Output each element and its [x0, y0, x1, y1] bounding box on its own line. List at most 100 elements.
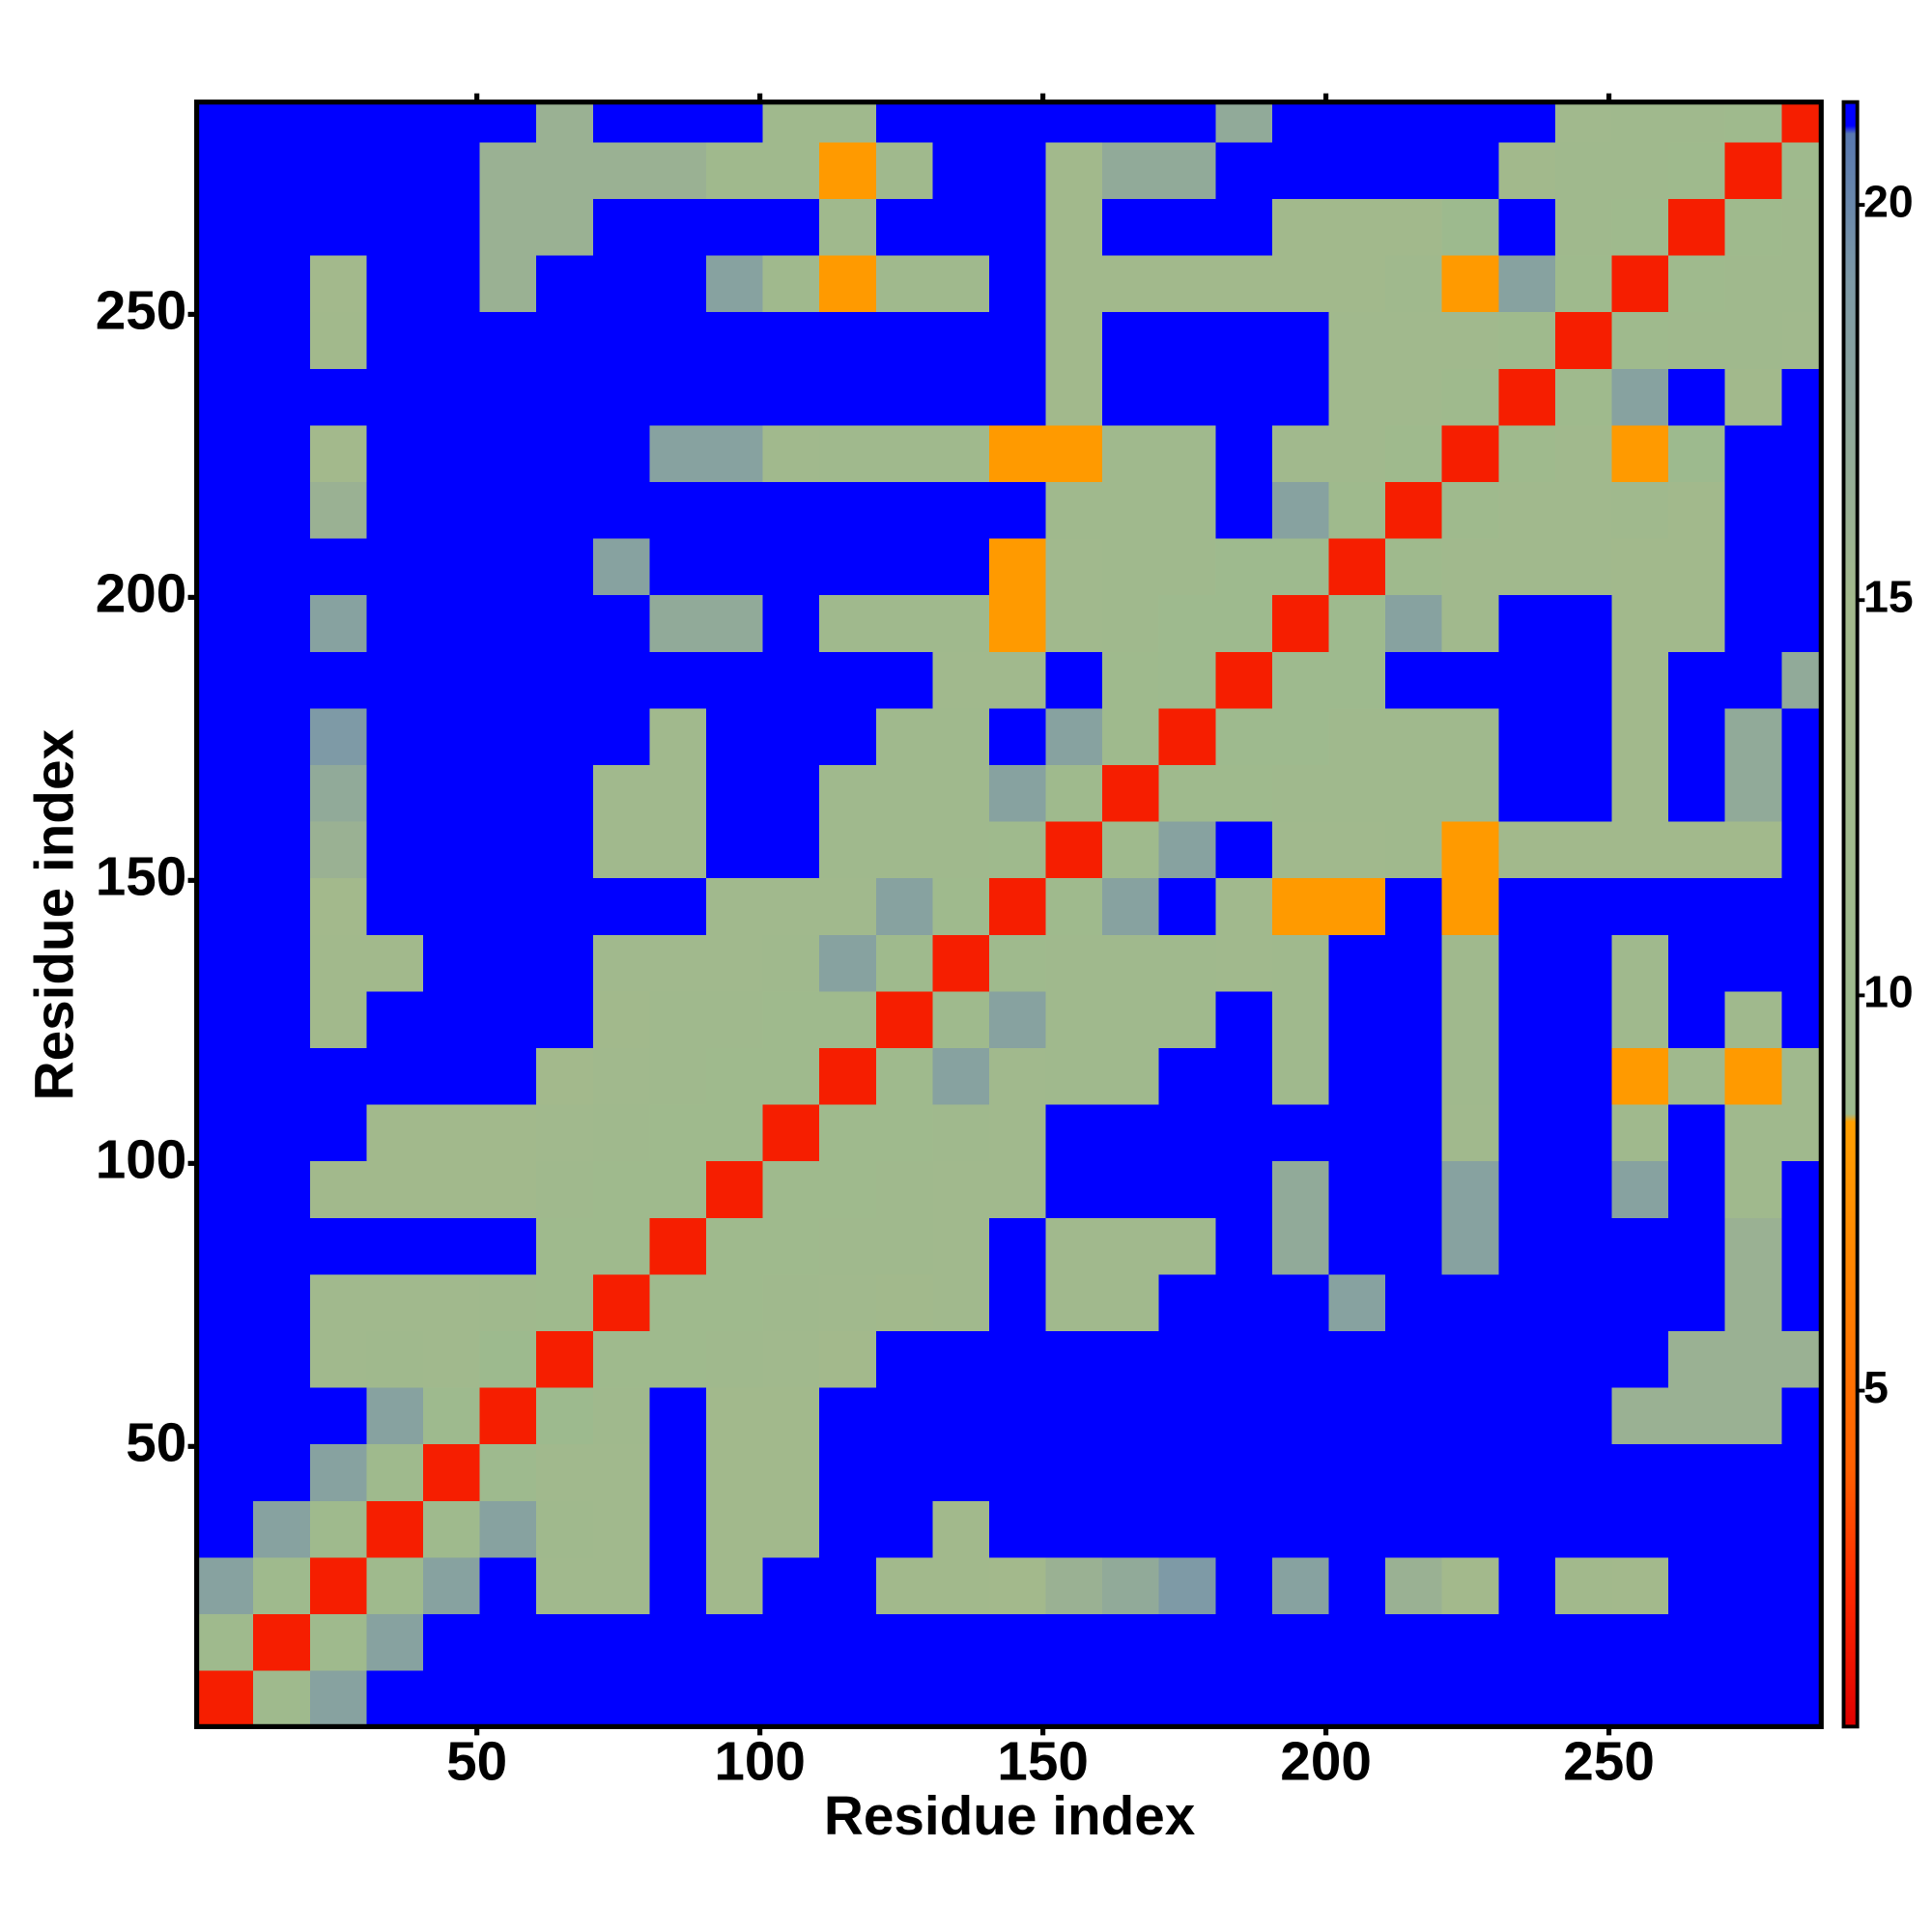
heatmap-cell — [819, 101, 877, 143]
heatmap-cell — [1102, 707, 1160, 766]
heatmap-cell — [1441, 1556, 1500, 1614]
heatmap-cell — [1441, 368, 1500, 426]
heatmap-cell — [309, 311, 368, 369]
heatmap-cell — [366, 1273, 424, 1331]
heatmap-cell — [1781, 877, 1823, 935]
heatmap-cell — [1668, 101, 1726, 143]
heatmap-cell — [1554, 101, 1613, 143]
heatmap-cell — [932, 537, 990, 596]
heatmap-cell — [819, 198, 877, 256]
heatmap-cell — [649, 424, 707, 483]
heatmap-cell — [819, 934, 877, 992]
heatmap-cell — [1045, 1499, 1103, 1558]
heatmap-cell — [819, 1613, 877, 1671]
heatmap-cell — [762, 1160, 820, 1218]
heatmap-cell — [1045, 1273, 1103, 1331]
heatmap-cell — [1045, 198, 1103, 256]
heatmap-cell — [1158, 1443, 1217, 1501]
heatmap-cell — [988, 1160, 1047, 1218]
heatmap-cell — [1215, 934, 1273, 992]
heatmap-cell — [1668, 820, 1726, 879]
heatmap-cell — [1045, 877, 1103, 935]
heatmap-cell — [1385, 141, 1443, 200]
heatmap-cell — [932, 764, 990, 822]
heatmap-cell — [1781, 820, 1823, 879]
heatmap-cell — [819, 1499, 877, 1558]
heatmap-cell — [1158, 1273, 1217, 1331]
heatmap-cell — [649, 651, 707, 709]
heatmap-cell — [422, 1103, 481, 1162]
heatmap-cell — [1611, 594, 1669, 652]
heatmap-cell — [592, 254, 651, 313]
heatmap-cell — [1498, 764, 1556, 822]
heatmap-cell — [366, 1330, 424, 1388]
heatmap-cell — [1215, 1047, 1273, 1105]
heatmap-cell — [1328, 1613, 1386, 1671]
heatmap-cell — [592, 990, 651, 1048]
heatmap-cell — [762, 198, 820, 256]
heatmap-cell — [309, 707, 368, 766]
heatmap-cell — [479, 141, 537, 200]
heatmap-cell — [536, 101, 594, 143]
heatmap-cell — [988, 707, 1047, 766]
heatmap-cell — [1158, 424, 1217, 483]
heatmap-cell — [649, 1556, 707, 1614]
heatmap-cell — [1441, 820, 1500, 879]
heatmap-cell — [1724, 1443, 1783, 1501]
heatmap-cell — [1385, 101, 1443, 143]
heatmap-cell — [819, 1669, 877, 1728]
heatmap-cell — [932, 141, 990, 200]
heatmap-cell — [988, 198, 1047, 256]
heatmap-cell — [309, 1330, 368, 1388]
heatmap-cell — [875, 198, 934, 256]
heatmap-cell — [536, 368, 594, 426]
heatmap-cell — [875, 877, 934, 935]
heatmap-cell — [1328, 1160, 1386, 1218]
heatmap-cell — [1328, 820, 1386, 879]
heatmap-cell — [988, 1330, 1047, 1388]
heatmap-cell — [1328, 1669, 1386, 1728]
heatmap-cell — [762, 877, 820, 935]
heatmap-cell — [1781, 707, 1823, 766]
heatmap-cell — [1385, 820, 1443, 879]
heatmap-cell — [875, 368, 934, 426]
heatmap-cell — [366, 1103, 424, 1162]
heatmap-cell — [1158, 1217, 1217, 1275]
heatmap-cell — [819, 651, 877, 709]
heatmap-cell — [253, 1386, 311, 1445]
heatmap-cell — [1498, 594, 1556, 652]
heatmap-cell — [536, 1556, 594, 1614]
heatmap-cell — [1724, 311, 1783, 369]
heatmap-cell — [649, 254, 707, 313]
heatmap-cell — [1045, 990, 1103, 1048]
heatmap-cell — [1781, 1386, 1823, 1445]
heatmap-cell — [1328, 1386, 1386, 1445]
heatmap-cell — [1328, 254, 1386, 313]
heatmap-cell — [1271, 707, 1330, 766]
heatmap-cell — [819, 820, 877, 879]
heatmap-cell — [422, 990, 481, 1048]
heatmap-cell — [1215, 141, 1273, 200]
heatmap-cell — [479, 1613, 537, 1671]
heatmap-cell — [705, 764, 764, 822]
heatmap-cell — [762, 537, 820, 596]
heatmap-cell — [196, 1160, 254, 1218]
heatmap-cell — [196, 820, 254, 879]
heatmap-cell — [536, 1669, 594, 1728]
heatmap-cell — [762, 1386, 820, 1445]
heatmap-cell — [592, 1330, 651, 1388]
heatmap-cell — [1215, 311, 1273, 369]
heatmap-cell — [1271, 1273, 1330, 1331]
heatmap-cell — [762, 1669, 820, 1728]
heatmap-cell — [1102, 1443, 1160, 1501]
heatmap-cell — [1668, 311, 1726, 369]
heatmap-cell — [1441, 1669, 1500, 1728]
heatmap-cell — [536, 481, 594, 539]
heatmap-cell — [649, 1273, 707, 1331]
heatmap-cell — [1045, 1047, 1103, 1105]
heatmap-cell — [649, 1499, 707, 1558]
heatmap-cell — [819, 481, 877, 539]
heatmap-cell — [1215, 537, 1273, 596]
heatmap-cell — [649, 764, 707, 822]
heatmap-cell — [1611, 1047, 1669, 1105]
